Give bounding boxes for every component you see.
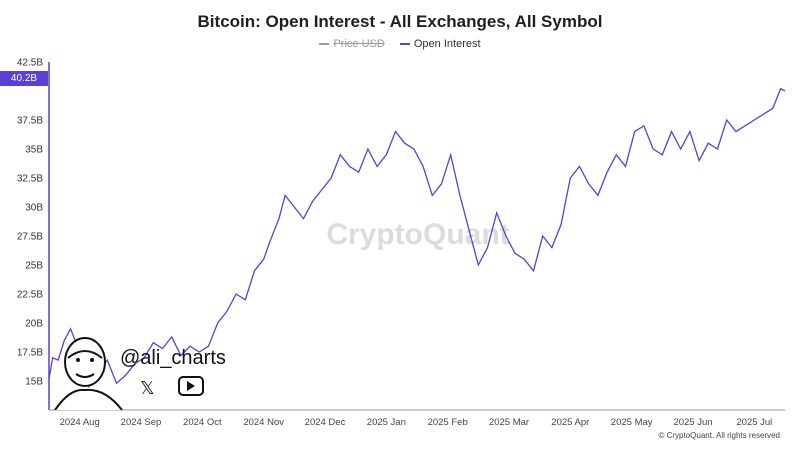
y-tick-label: 32.5B [17,174,43,185]
y-tick-label: 35B [25,145,43,156]
legend-item-open-interest[interactable]: Open Interest [399,38,481,50]
y-tick-label: 37.5B [17,116,43,127]
chart-title: Bitcoin: Open Interest - All Exchanges, … [197,12,603,31]
y-axis: 15B 17.5B 20B 22.5B 25B 27.5B 30B 32.5B 35B 37.5B… [17,58,43,388]
x-tick-label: 2025 Jun [673,417,712,428]
y-tick-label: 17.5B [17,348,43,359]
x-tick-label: 2024 Dec [305,417,346,428]
x-tick-label: 2025 Mar [489,417,529,428]
series-line-open-interest [48,87,786,389]
x-tick-label: 2025 Jan [367,417,406,428]
x-icon[interactable]: 𝕏 [140,378,155,398]
legend-label-price-usd: Price USD [333,38,385,50]
x-tick-label: 2024 Nov [243,417,284,428]
x-tick-label: 2025 May [611,417,653,428]
y-tick-label: 25B [25,261,43,272]
legend-item-price-usd[interactable]: Price USD [319,38,385,50]
x-tick-label: 2025 Jul [736,417,772,428]
watermark-text: CryptoQuant [326,218,509,251]
author-avatar [54,337,123,410]
author-handle: @ali_charts [120,347,226,369]
y-tick-label: 20B [25,319,43,330]
x-tick-label: 2025 Feb [428,417,468,428]
copyright-text: © CryptoQuant. All rights reserved [658,431,781,440]
x-tick-label: 2024 Aug [60,417,100,428]
youtube-icon[interactable] [177,376,204,396]
legend-swatch-price-usd [319,43,330,46]
y-tick-label: 15B [25,377,43,388]
legend-label-open-interest: Open Interest [413,38,481,50]
y-tick-label: 30B [25,203,43,214]
y-tick-label: 42.5B [17,58,43,69]
x-tick-label: 2024 Oct [183,417,222,428]
x-axis: 2024 Aug 2024 Sep 2024 Oct 2024 Nov 2024 Dec… [60,417,773,428]
chart-legend: Price USD Open Interest [0,38,800,50]
y-tick-label: 22.5B [17,290,43,301]
x-tick-label: 2024 Sep [121,417,162,428]
current-value-badge: 40.2B [0,71,48,86]
x-tick-label: 2025 Apr [551,417,589,428]
legend-swatch-open-interest [399,43,410,46]
y-tick-label: 27.5B [17,232,43,243]
social-links: 𝕏 [140,374,222,399]
